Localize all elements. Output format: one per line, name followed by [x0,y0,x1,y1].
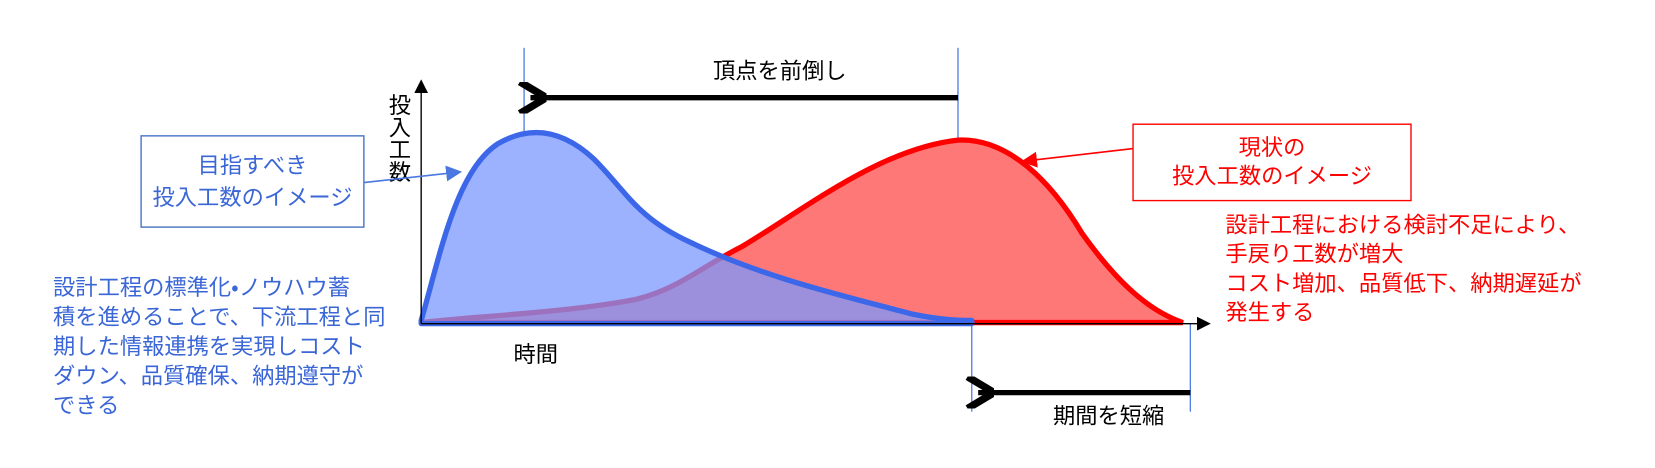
target-note-line: できる [53,393,119,419]
x-axis-label: 時間 [513,342,558,368]
target-box-text: 目指すべき [198,153,308,179]
target-curve [418,129,975,327]
target-note-line: 積を進めることで、下流工程と同 [53,305,385,331]
current-note-line: 設計工程における検討不足により、 [1225,213,1580,239]
target-note-line: 期した情報連携を実現しコスト [53,334,365,360]
current-note-line: コスト増加、品質低下、納期遅延が [1225,271,1581,297]
y-axis-label: 投入工数 [385,93,411,183]
target-note-line: ダウン、品質確保、納期遵守が [53,364,363,390]
notes: 設計工程における検討不足により、手戻り工数が増大コスト増加、品質低下、納期遅延が… [53,213,1582,420]
current-box [1132,123,1412,202]
bottom-arrow-label: 期間を短縮 [1053,404,1164,430]
current-box-text: 投入工数のイメージ [1172,164,1372,190]
target-pointer [363,165,463,184]
current-pointer [1021,147,1134,168]
current-note-line: 手戻り工数が増大 [1225,242,1403,268]
target-note-line: 設計工程の標準化・ノウハウ蓄 [53,275,350,301]
current-box-text: 現状の [1239,135,1306,161]
top-arrow-label: 頂点を前倒し [713,59,847,85]
target-box [140,135,365,228]
target-box-text: 投入工数のイメージ [153,185,353,211]
current-note-line: 発生する [1225,300,1314,326]
